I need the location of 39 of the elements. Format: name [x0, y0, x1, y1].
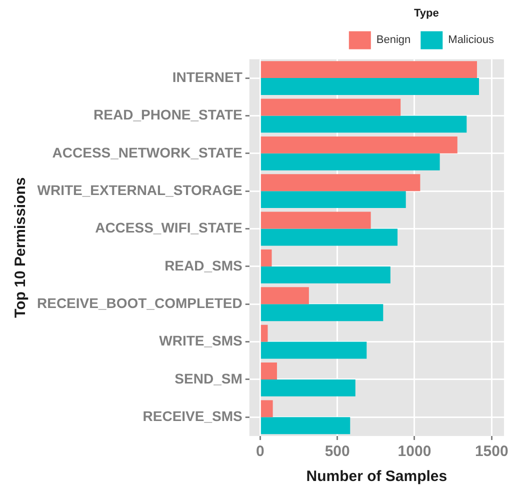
bar [260, 249, 272, 266]
legend-label: Benign [376, 34, 411, 46]
y-tick-label: RECEIVE_SMS [142, 408, 242, 424]
bar [260, 266, 390, 284]
bar [260, 136, 458, 154]
y-axis-title: Top 10 Permissions [12, 177, 30, 318]
legend-title: Type [414, 8, 439, 20]
y-tick-label: INTERNET [172, 68, 243, 85]
x-tick-label: 0 [256, 443, 264, 460]
bar [260, 116, 467, 133]
bar [260, 342, 367, 359]
bar [260, 304, 384, 322]
bar [260, 61, 477, 78]
x-tick-label: 1500 [474, 443, 508, 460]
y-tick-label: READ_PHONE_STATE [94, 106, 242, 123]
y-tick-label: ACCESS_WIFI_STATE [95, 220, 242, 236]
bar [260, 98, 401, 116]
bar [260, 362, 277, 380]
bar [260, 191, 406, 208]
y-tick-label: RECEIVE_BOOT_COMPLETED [36, 294, 242, 311]
bar [260, 287, 309, 304]
bar [260, 78, 479, 95]
y-tick-label: WRITE_EXTERNAL_STORAGE [37, 182, 242, 198]
bar [260, 153, 440, 170]
bar [260, 379, 356, 396]
bar [260, 417, 350, 434]
y-tick-label: READ_SMS [164, 257, 242, 274]
bar [260, 228, 398, 246]
y-tick-label: ACCESS_NETWORK_STATE [52, 144, 242, 160]
y-tick-label: SEND_SM [174, 370, 242, 386]
y-tick-label: WRITE_SMS [159, 332, 242, 349]
bar [260, 324, 268, 342]
x-tick-label: 1000 [398, 443, 432, 460]
x-axis-title: Number of Samples [306, 468, 448, 486]
bar [260, 400, 273, 418]
bar [260, 212, 371, 229]
x-tick-label: 500 [324, 443, 350, 460]
legend-label: Malicious [448, 34, 494, 46]
bar [260, 174, 420, 192]
